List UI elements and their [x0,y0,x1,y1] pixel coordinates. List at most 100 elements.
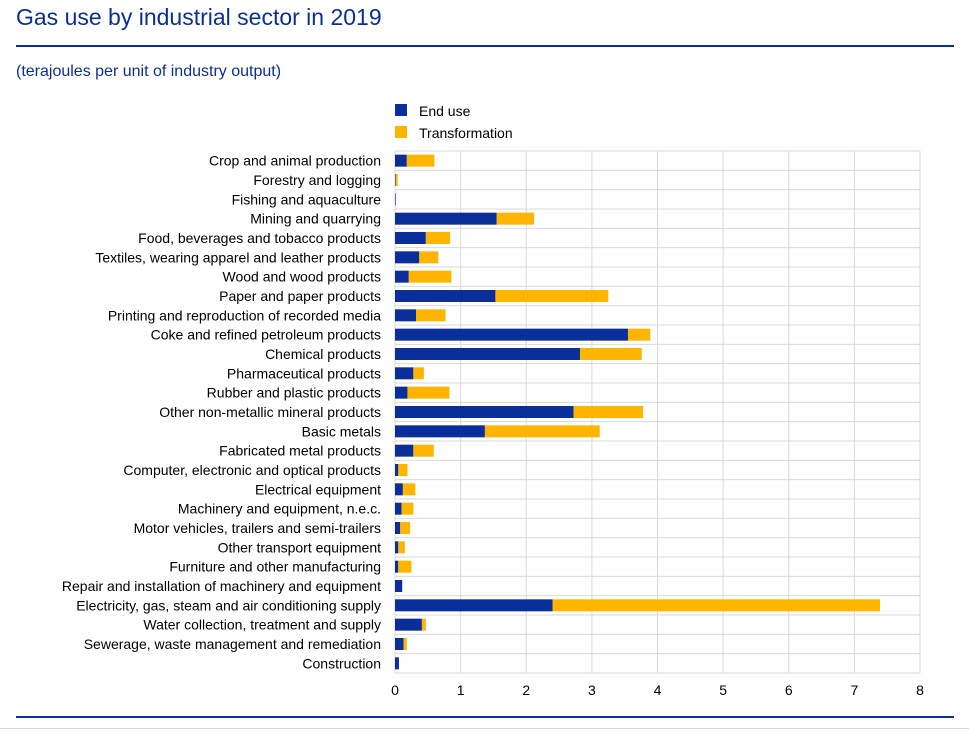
bar-transformation [402,483,416,496]
x-tick-label: 0 [391,682,399,698]
category-label: Fishing and aquaculture [232,191,382,207]
bar-end-use [395,193,396,206]
bar-end-use [395,560,399,573]
bar-end-use [395,502,402,515]
bar-transformation [484,425,600,438]
bar-end-use [395,386,408,399]
bar-end-use [395,638,404,650]
bar-end-use [395,483,403,496]
bar-transformation [627,328,651,341]
chart-bars [395,154,880,670]
bar-end-use [395,541,399,554]
category-label: Rubber and plastic products [207,385,381,401]
bar-transformation [425,232,451,244]
bar-transformation [416,309,446,322]
bar-end-use [395,154,407,167]
bar-end-use [395,580,403,592]
bar-transformation [552,599,880,612]
category-label: Other non-metallic mineral products [159,404,381,420]
category-label: Forestry and logging [253,172,381,188]
bar-end-use [395,599,553,612]
bar-transformation [400,522,411,534]
bar-end-use [395,406,574,418]
bar-end-use [395,618,422,631]
bar-transformation [421,618,426,631]
category-label: Pharmaceutical products [227,365,381,381]
category-label: Computer, electronic and optical product… [123,462,381,478]
x-tick-label: 1 [457,682,465,698]
page-bottom-edge [0,728,969,729]
category-label: Coke and refined petroleum products [151,327,381,343]
x-tick-label: 3 [588,682,596,698]
category-label: Water collection, treatment and supply [143,617,381,633]
category-label: Crop and animal production [209,153,381,169]
category-label: Furniture and other manufacturing [169,559,381,575]
bar-transformation [398,541,405,554]
bar-end-use [395,522,401,534]
chart-subtitle: (terajoules per unit of industry output) [16,63,282,80]
bar-end-use [395,290,496,302]
bar-end-use [395,328,628,341]
category-label: Chemical products [265,346,381,362]
legend-label-end-use: End use [419,103,471,119]
bar-transformation [403,638,407,650]
legend-swatch-end-use [395,104,407,116]
category-label: Electricity, gas, steam and air conditio… [76,597,381,613]
category-label: Construction [302,655,381,671]
category-label: Sewerage, waste management and remediati… [84,636,381,652]
bar-end-use [395,309,416,322]
y-axis-labels: Crop and animal production Forestry and l… [62,153,381,672]
category-label: Mining and quarrying [250,211,381,227]
bar-transformation [580,348,642,360]
category-label: Machinery and equipment, n.e.c. [178,501,381,517]
bar-transformation [398,560,412,573]
category-label: Other transport equipment [218,539,382,555]
category-label: Food, beverages and tobacco products [138,230,381,246]
x-tick-label: 2 [522,682,530,698]
bar-end-use [395,251,420,264]
category-label: Textiles, wearing apparel and leather pr… [95,249,381,265]
bar-transformation [407,386,450,399]
bar-end-use [395,657,399,670]
category-label: Motor vehicles, trailers and semi-traile… [134,520,381,536]
category-label: Wood and wood products [222,269,381,285]
x-tick-label: 5 [719,682,727,698]
bar-transformation [573,406,644,418]
bar-transformation [496,212,535,225]
x-axis-tick-labels: 0 1 2 3 4 5 6 7 8 [391,682,924,698]
x-tick-label: 6 [785,682,793,698]
bar-transformation [419,251,439,264]
legend-label-transformation: Transformation [419,125,513,141]
chart-legend: End use Transformation [395,103,513,141]
category-label: Electrical equipment [255,481,381,497]
category-label: Repair and installation of machinery and… [62,578,381,594]
category-label: Printing and reproduction of recorded me… [108,307,381,323]
bar-transformation [395,174,398,186]
x-tick-label: 4 [654,682,662,698]
footer-divider [16,716,954,718]
bar-end-use [395,425,485,438]
bar-end-use [395,212,497,225]
bar-transformation [495,290,609,302]
title-divider [16,45,954,47]
bar-transformation [398,464,408,476]
bar-end-use [395,464,399,476]
bar-transformation [413,367,424,380]
category-label: Fabricated metal products [219,443,381,459]
bar-end-use [395,367,414,380]
bar-end-use [395,444,414,457]
bar-transformation [406,154,435,167]
bar-end-use [395,270,409,283]
category-label: Basic metals [302,423,381,439]
bar-end-use [395,348,581,360]
bar-transformation [413,444,434,457]
x-tick-label: 8 [916,682,924,698]
legend-swatch-transformation [395,126,407,138]
bar-end-use [395,174,396,186]
chart-title: Gas use by industrial sector in 2019 [16,4,382,30]
category-label: Paper and paper products [219,288,381,304]
bar-end-use [395,232,426,244]
bar-transformation [401,502,414,515]
bar-transformation [408,270,452,283]
